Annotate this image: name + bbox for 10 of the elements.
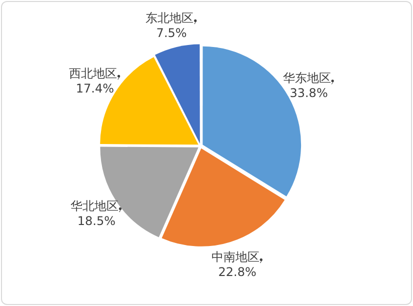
slice-label: 西北地区	[68, 66, 117, 80]
data-label: 18.5%	[77, 214, 116, 228]
slice-label: 东北地区	[146, 10, 194, 25]
slice-label: 中南地区	[211, 250, 260, 264]
data-label: 17.4%	[76, 81, 114, 96]
data-label: 22.8%	[218, 264, 256, 279]
slice-label: 华东地区	[282, 71, 331, 86]
data-label: 7.5%	[156, 26, 187, 40]
slice-label: 华北地区	[70, 198, 118, 213]
data-label: 33.8%	[290, 86, 328, 100]
